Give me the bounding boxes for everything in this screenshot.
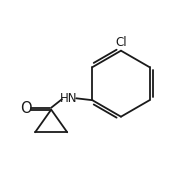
Text: HN: HN	[60, 92, 78, 105]
Text: O: O	[20, 101, 32, 116]
Text: Cl: Cl	[115, 36, 127, 49]
